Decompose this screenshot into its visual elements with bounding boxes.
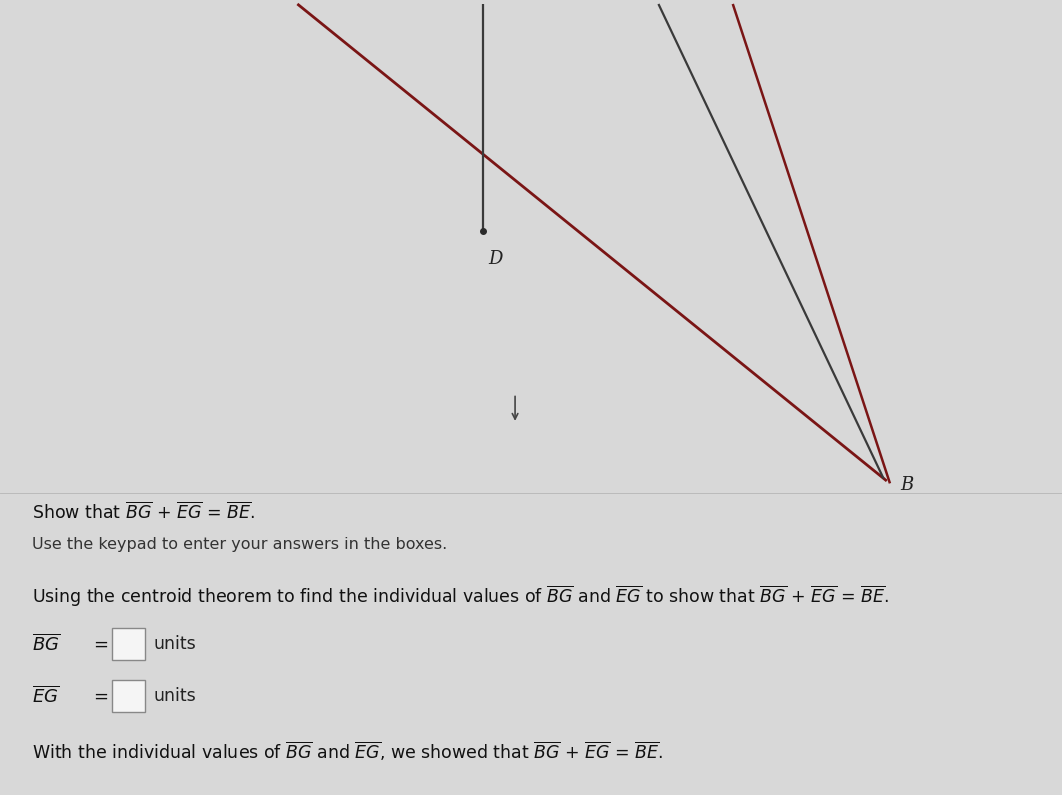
Text: units: units <box>154 635 196 653</box>
Text: Show that $\overline{BG}$ + $\overline{EG}$ = $\overline{BE}$.: Show that $\overline{BG}$ + $\overline{E… <box>32 502 255 523</box>
Text: With the individual values of $\overline{BG}$ and $\overline{EG}$, we showed tha: With the individual values of $\overline… <box>32 739 663 763</box>
Text: B: B <box>901 476 913 494</box>
Text: $=$: $=$ <box>90 687 109 704</box>
Text: $\overline{BG}$: $\overline{BG}$ <box>32 634 61 654</box>
Text: D: D <box>489 250 503 269</box>
Text: $\overline{EG}$: $\overline{EG}$ <box>32 685 59 706</box>
Text: Using the centroid theorem to find the individual values of $\overline{BG}$ and : Using the centroid theorem to find the i… <box>32 584 889 609</box>
FancyBboxPatch shape <box>112 680 145 712</box>
Text: Use the keypad to enter your answers in the boxes.: Use the keypad to enter your answers in … <box>32 537 447 552</box>
FancyBboxPatch shape <box>112 628 145 660</box>
Text: units: units <box>154 687 196 704</box>
Text: $=$: $=$ <box>90 635 109 653</box>
